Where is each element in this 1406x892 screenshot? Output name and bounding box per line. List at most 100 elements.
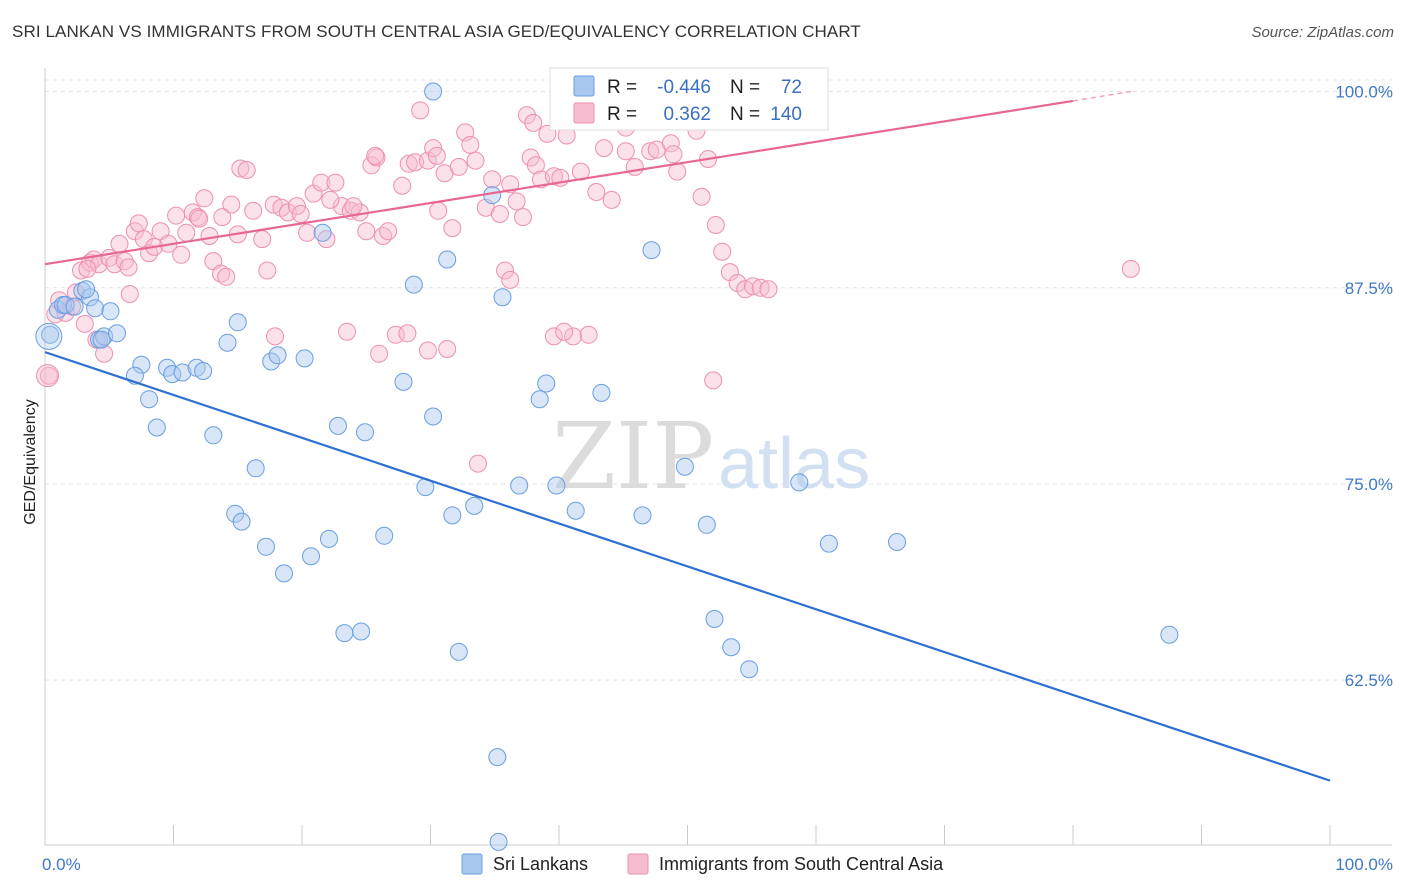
immigrants-point (744, 277, 762, 296)
sri-lankans-point (140, 390, 159, 409)
immigrants-point (461, 135, 480, 154)
sri-lankans-point (633, 506, 652, 525)
sri-lankans-point (819, 534, 838, 553)
sri-lankans-point (101, 302, 120, 321)
legend-n-value: 140 (770, 104, 802, 125)
immigrants-point (129, 214, 148, 233)
immigrants-point (222, 195, 241, 214)
immigrants-point (370, 344, 389, 363)
series-legend: Sri Lankans Immigrants from South Centra… (461, 853, 944, 875)
immigrants-point (386, 325, 405, 344)
immigrants-point (78, 259, 97, 278)
legend-r-label: R = (607, 77, 637, 98)
immigrants-point (1121, 259, 1140, 278)
sri-lankans-point (173, 363, 192, 382)
immigrants-point (751, 278, 770, 297)
immigrants-point (167, 206, 186, 225)
legend-swatch-sri-lankans (573, 75, 595, 97)
sri-lankans-point (493, 288, 512, 307)
immigrants-point (661, 134, 680, 153)
immigrants-point (443, 219, 462, 238)
immigrants-point (501, 175, 520, 194)
sri-lankans-point (489, 832, 508, 851)
sri-lankans-point (642, 241, 661, 260)
sri-lankans-trend-line (44, 351, 1331, 782)
sri-lankans-point (790, 473, 809, 492)
immigrants-point (344, 197, 363, 216)
sri-lankans-point (888, 533, 906, 551)
immigrants-point (438, 340, 457, 358)
sri-lankans-point (65, 297, 84, 316)
sri-lankans-point (268, 346, 287, 365)
immigrants-point (555, 322, 574, 341)
sri-lankans-point (705, 610, 724, 628)
immigrants-point (544, 327, 563, 346)
sri-lankans-point (147, 418, 166, 437)
watermark-zip: ZIP (552, 403, 714, 510)
immigrants-point (258, 261, 277, 280)
x-tick-label: 0.0% (42, 855, 81, 874)
immigrants-point (75, 314, 94, 333)
trend-lines (44, 90, 1331, 782)
immigrants-point (501, 270, 520, 289)
sri-lankans-point (566, 501, 585, 520)
legend-swatch-immigrants (627, 853, 649, 875)
sri-lankans-point (320, 529, 338, 548)
legend-label-immigrants: Immigrants from South Central Asia (659, 854, 944, 874)
immigrants-point (625, 157, 644, 176)
y-tick-label: 75.0% (1345, 475, 1393, 494)
sri-lankans-point (424, 407, 443, 426)
sri-lankans-point (194, 362, 213, 380)
sri-lankans-point (394, 372, 413, 391)
immigrants-point (524, 113, 543, 132)
immigrants-point (411, 101, 430, 120)
sri-lankans-point (697, 515, 716, 534)
immigrants-point (266, 327, 284, 346)
sri-lankans-point (232, 512, 251, 531)
immigrants-point (526, 156, 545, 175)
immigrants-point (119, 258, 138, 277)
immigrants-point (429, 201, 448, 220)
x-tick-label: 100.0% (1335, 855, 1393, 874)
immigrants-point (217, 267, 236, 286)
immigrants-point (72, 261, 90, 280)
immigrants-point (177, 223, 196, 242)
sri-lankans-point (592, 383, 611, 402)
immigrants-point (759, 280, 778, 299)
y-tick-labels: 100.0% 87.5% 75.0% 62.5% (1335, 83, 1393, 691)
y-tick-label: 100.0% (1335, 83, 1393, 102)
immigrants-point (321, 190, 340, 209)
immigrants-point (728, 274, 747, 292)
immigrants-point (595, 139, 613, 158)
sri-lankans-point (86, 299, 105, 318)
sri-lankans-point (108, 324, 126, 343)
sri-lankans-point (335, 624, 354, 643)
immigrants-point (231, 159, 250, 178)
immigrants-point (427, 146, 446, 165)
sri-lankans-point (313, 223, 332, 242)
sri-lankans-point (295, 349, 314, 368)
immigrants-point (110, 234, 129, 253)
immigrants-point (490, 205, 509, 223)
immigrants-point (298, 223, 317, 242)
immigrants-point (105, 255, 124, 274)
y-tick-label: 87.5% (1345, 279, 1393, 298)
immigrants-point (514, 208, 532, 227)
immigrants-point (616, 142, 635, 161)
immigrants-point (399, 154, 418, 173)
sri-lankans-point (275, 564, 293, 583)
immigrants-point (393, 176, 412, 195)
sri-lankans-point (722, 638, 741, 657)
data-points (35, 82, 1179, 851)
legend-n-label: N = (730, 104, 760, 125)
immigrants-point (120, 285, 139, 303)
immigrants-point (326, 173, 345, 192)
sri-lankans-point (438, 250, 457, 269)
immigrants-point (713, 242, 732, 261)
immigrants-point (36, 364, 60, 388)
sri-lankans-point (356, 423, 374, 442)
axes (44, 68, 1392, 846)
immigrants-point (544, 167, 563, 186)
source-credit: Source: ZipAtlas.com (1251, 24, 1394, 41)
legend-label-sri-lankans: Sri Lankans (493, 854, 588, 874)
